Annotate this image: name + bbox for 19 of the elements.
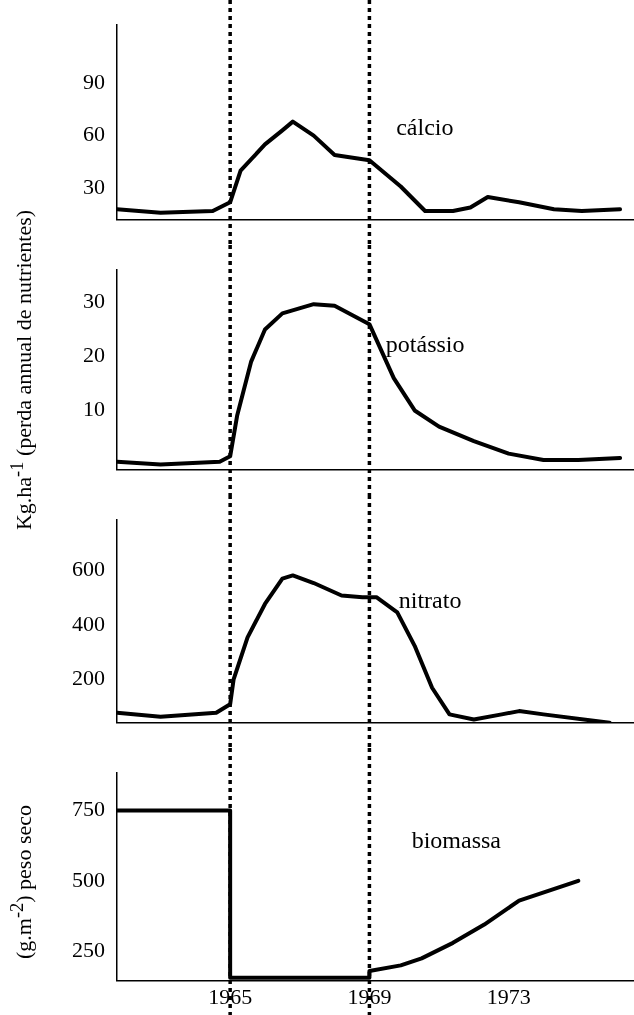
x-tick-label: 1969 <box>347 983 392 1009</box>
y-tick-label: 600 <box>72 556 105 582</box>
x-tick-label: 1965 <box>208 983 253 1009</box>
y-tick-label: 30 <box>83 174 105 200</box>
annotation: biomassa <box>411 826 502 853</box>
y-tick-label: 10 <box>83 396 105 422</box>
y-tick-label: 750 <box>72 796 105 822</box>
y-tick-label: 20 <box>83 342 105 368</box>
x-tick-label: 1973 <box>486 983 531 1009</box>
annotation: nitrato <box>398 586 462 613</box>
y-tick-label: 250 <box>72 937 105 963</box>
y-tick-label: 500 <box>72 866 105 892</box>
y-tick-label: 400 <box>72 610 105 636</box>
y-tick-label: 60 <box>83 121 105 147</box>
annotation: potássio <box>385 331 465 358</box>
annotation: cálcio <box>396 113 454 140</box>
y-tick-label: 200 <box>72 665 105 691</box>
y-tick-label: 30 <box>83 288 105 314</box>
y-tick-label: 90 <box>83 68 105 94</box>
